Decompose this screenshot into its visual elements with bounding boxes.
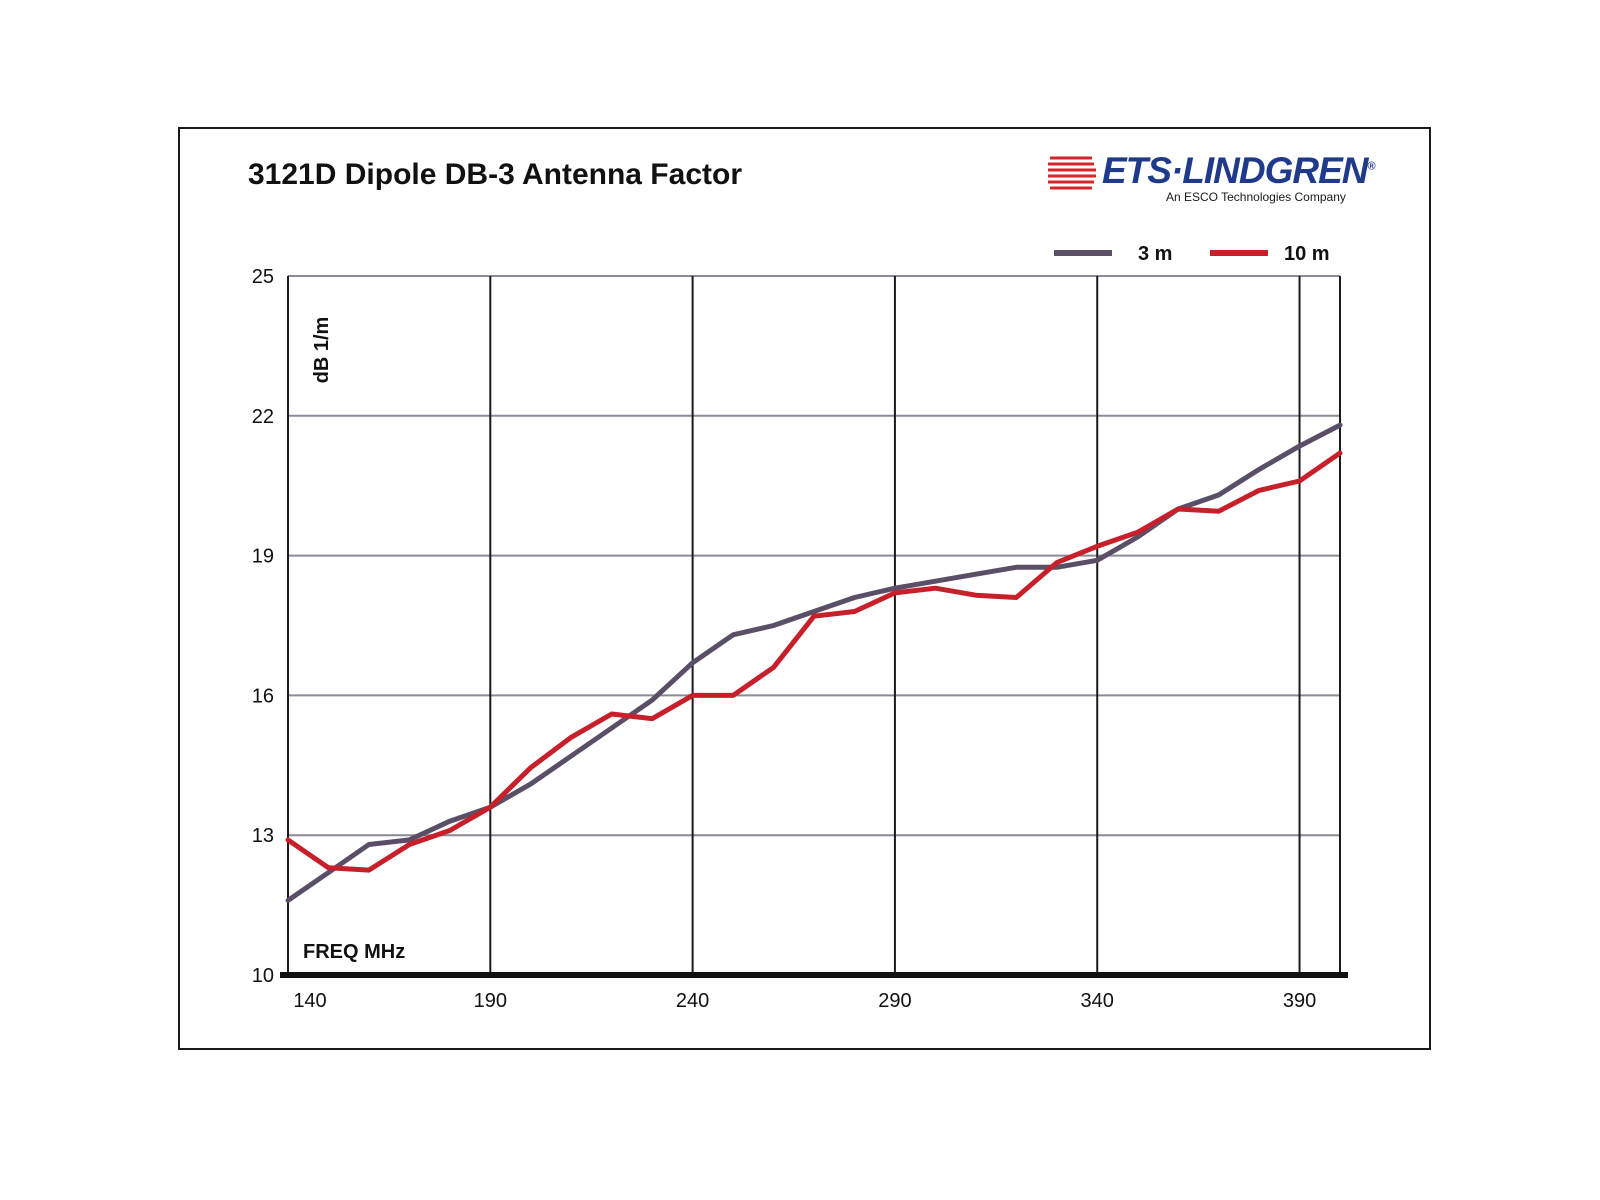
x-axis-label: FREQ MHz — [303, 941, 405, 963]
x-tick-label: 340 — [1081, 990, 1114, 1012]
x-tick-label: 240 — [676, 990, 709, 1012]
axis-labels: 10 13 16 19 22 25 140 190 240 290 340 390 dB 1/m FREQ… — [252, 266, 1316, 1012]
logo-stripes-icon — [1048, 156, 1096, 190]
registered-mark: ® — [1367, 160, 1376, 173]
x-tick-label: 190 — [474, 990, 507, 1012]
x-tick-label: 290 — [878, 990, 911, 1012]
series-lines — [285, 422, 1343, 903]
brand-name-text: ETS·LINDGREN — [1102, 150, 1368, 191]
brand-tagline: An ESCO Technologies Company — [1166, 190, 1346, 204]
legend-label: 3 m — [1138, 243, 1172, 265]
y-tick-label: 10 — [252, 965, 274, 987]
series-line-3m — [285, 422, 1343, 903]
brand-name: ETS·LINDGREN® — [1102, 150, 1376, 192]
legend: 3 m 10 m — [1054, 243, 1330, 265]
y-tick-label: 16 — [252, 685, 274, 707]
y-tick-label: 22 — [252, 406, 274, 428]
x-tick-label: 390 — [1283, 990, 1316, 1012]
y-tick-label: 19 — [252, 546, 274, 568]
legend-label: 10 m — [1284, 243, 1330, 265]
y-tick-label: 25 — [252, 266, 274, 288]
chart-title: 3121D Dipole DB-3 Antenna Factor — [248, 158, 742, 191]
grid-lines — [288, 275, 1341, 975]
y-tick-label: 13 — [252, 825, 274, 847]
series-line-10m — [285, 450, 1343, 873]
chart-frame — [178, 127, 1431, 1050]
brand-logo: ETS·LINDGREN® An ESCO Technologies Compa… — [1046, 150, 1376, 210]
y-axis-label: dB 1/m — [311, 317, 333, 384]
x-tick-label: 140 — [293, 990, 326, 1012]
axes — [280, 276, 1348, 978]
